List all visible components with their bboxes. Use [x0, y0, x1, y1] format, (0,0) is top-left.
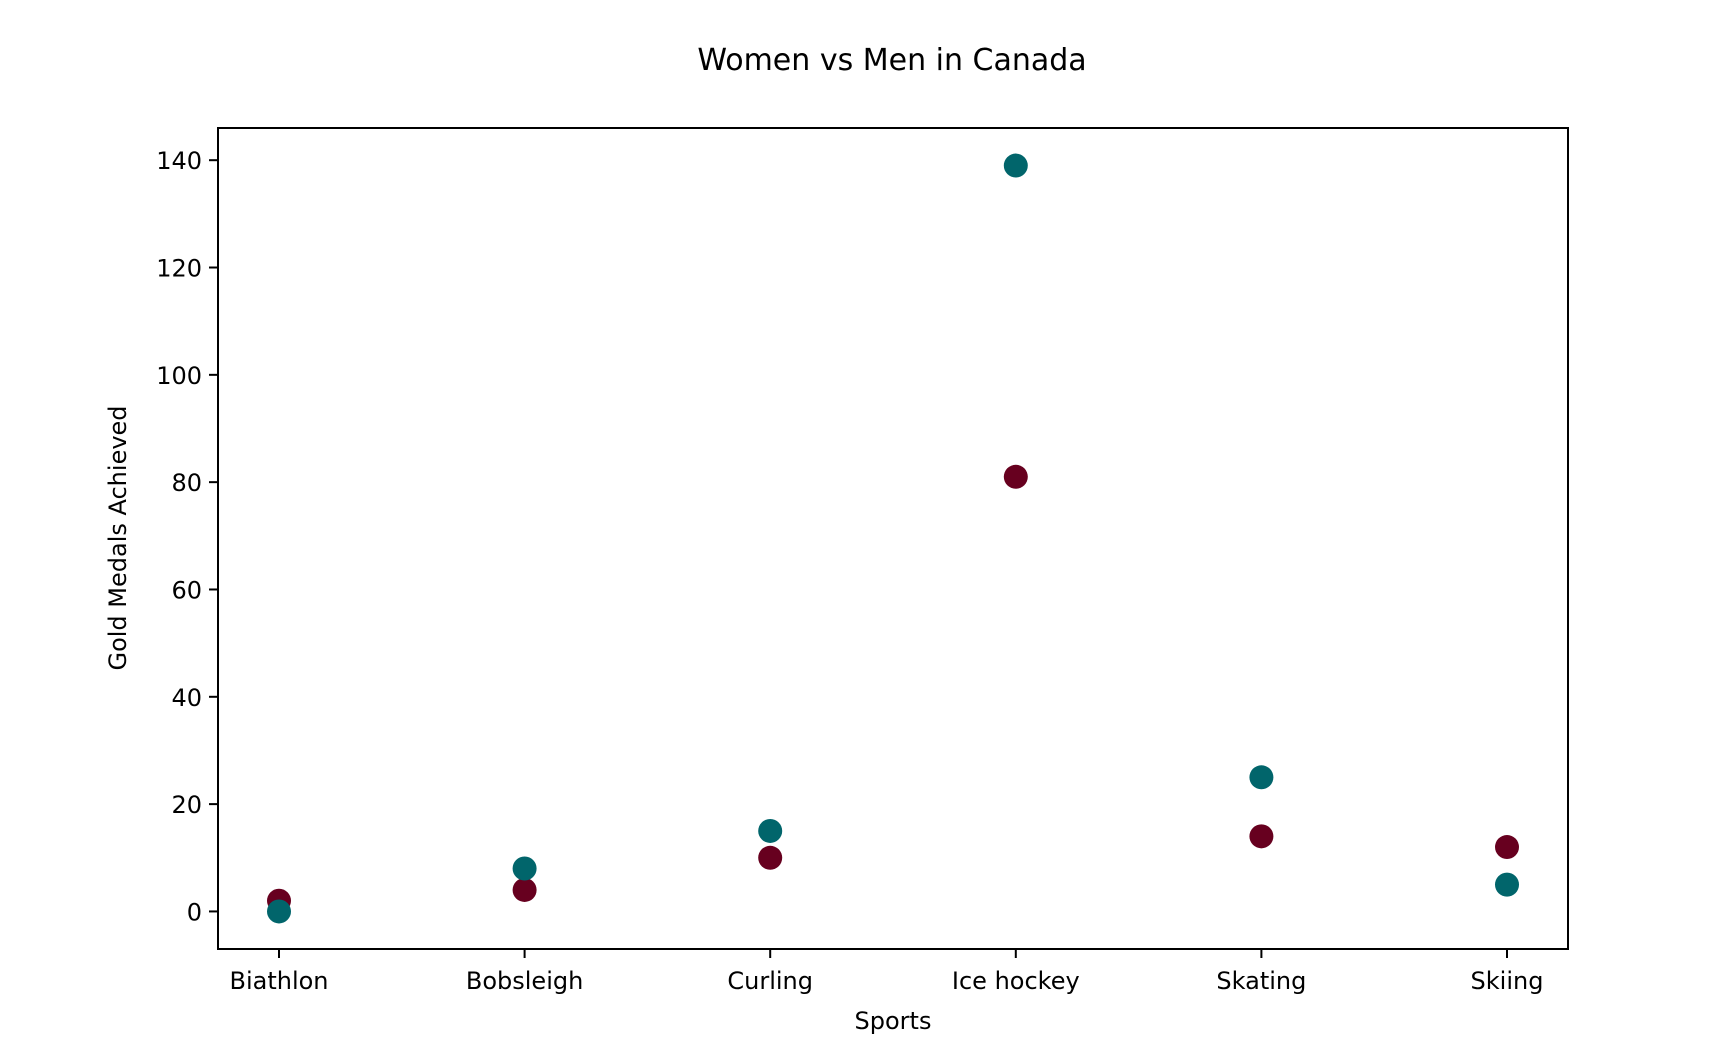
data-point-series-1: [758, 845, 783, 870]
x-tick-label: Bobsleigh: [466, 967, 583, 995]
plot-frame: [217, 127, 1569, 950]
data-point-series-2: [1249, 765, 1274, 790]
y-tick-label: 120: [156, 255, 202, 283]
data-point-series-1: [512, 877, 537, 902]
data-point-series-2: [758, 818, 783, 843]
data-point-series-2: [267, 899, 291, 924]
data-point-series-1: [1495, 835, 1519, 860]
y-axis-label: Gold Medals Achieved: [104, 405, 132, 670]
y-tick-label: 20: [171, 791, 202, 819]
data-point-series-2: [1003, 153, 1028, 178]
chart-title: Women vs Men in Canada: [697, 43, 1086, 78]
plot-area: [267, 153, 1519, 924]
x-tick-label: Skiing: [1471, 967, 1544, 995]
y-tick-label: 60: [171, 576, 202, 604]
y-tick-label: 140: [156, 147, 202, 175]
x-tick-label: Biathlon: [229, 967, 328, 995]
y-tick-label: 100: [156, 362, 202, 390]
data-point-series-2: [1495, 872, 1519, 897]
x-axis-label: Sports: [855, 1007, 932, 1035]
x-tick-label: Ice hockey: [952, 967, 1080, 995]
data-point-series-1: [1003, 464, 1028, 489]
y-tick-label: 40: [171, 684, 202, 712]
y-tick-label: 0: [187, 898, 202, 926]
x-tick-label: Skating: [1216, 967, 1306, 995]
y-tick-label: 80: [171, 469, 202, 497]
x-tick-label: Curling: [727, 967, 813, 995]
data-point-series-1: [1249, 824, 1274, 849]
data-point-series-2: [512, 856, 537, 881]
